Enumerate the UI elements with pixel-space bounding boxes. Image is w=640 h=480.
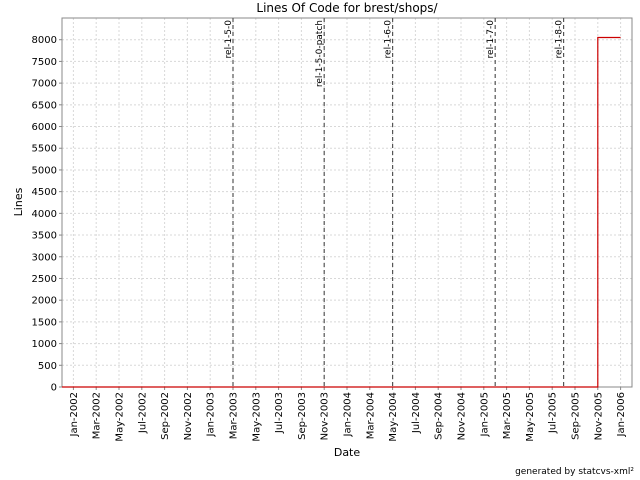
y-axis-label: Lines [12, 187, 25, 216]
x-axis-label: Date [334, 446, 361, 459]
y-tick-label: 1500 [32, 317, 57, 328]
data-line [62, 36, 621, 388]
x-tick-label: Jan-2004 [343, 392, 354, 437]
x-tick-label: Jan-2002 [69, 392, 80, 437]
x-tick-label: Jul-2005 [548, 392, 559, 434]
x-tick-label: Sep-2005 [571, 392, 582, 440]
y-tick-label: 1000 [32, 339, 57, 350]
x-tick-label: Jul-2003 [274, 392, 285, 434]
y-tick-label: 0 [51, 383, 57, 394]
y-tick-label: 4000 [32, 209, 57, 220]
x-tick-label: May-2002 [115, 392, 126, 442]
y-tick-label: 5500 [32, 144, 57, 155]
x-tick-label: Sep-2002 [160, 392, 171, 440]
x-tick-label: Sep-2003 [297, 392, 308, 440]
x-tick-label: May-2005 [525, 392, 536, 442]
x-tick-label: Sep-2004 [434, 392, 445, 440]
y-tick-label: 6500 [32, 100, 57, 111]
x-tick-label: Nov-2003 [320, 392, 331, 440]
x-tick-label: Jan-2006 [616, 392, 627, 437]
x-tick-label: Jan-2005 [479, 392, 490, 437]
y-tick-label: 4500 [32, 187, 57, 198]
y-tick-label: 3000 [32, 252, 57, 263]
y-tick-label: 2000 [32, 296, 57, 307]
x-tick-label: May-2004 [388, 392, 399, 442]
x-tick-label: Mar-2005 [502, 392, 513, 439]
x-tick-label: Nov-2004 [457, 392, 468, 440]
x-tick-label: Jan-2003 [206, 392, 217, 437]
y-tick-label: 7000 [32, 79, 57, 90]
y-tick-label: 5000 [32, 165, 57, 176]
release-label: rel-1-7-0 [486, 20, 496, 59]
release-label: rel-1-5-0-patch [315, 20, 325, 87]
y-tick-label: 8000 [32, 35, 57, 46]
y-tick-label: 3500 [32, 231, 57, 242]
x-tick-label: May-2003 [251, 392, 262, 442]
release-label: rel-1-5-0 [224, 20, 234, 59]
x-tick-label: Mar-2002 [92, 392, 103, 439]
release-label: rel-1-6-0 [384, 20, 394, 59]
release-label: rel-1-8-0 [555, 20, 565, 59]
y-tick-label: 500 [38, 361, 57, 372]
y-tick-label: 7500 [32, 57, 57, 68]
x-tick-label: Mar-2003 [229, 392, 240, 439]
y-tick-label: 6000 [32, 122, 57, 133]
chart-title: Lines Of Code for brest/shops/ [256, 1, 438, 15]
x-tick-label: Mar-2004 [365, 392, 376, 439]
x-tick-label: Nov-2002 [183, 392, 194, 440]
x-tick-label: Jul-2004 [411, 392, 422, 434]
footer: generated by statcvs-xml² [515, 467, 634, 477]
x-tick-label: Nov-2005 [593, 392, 604, 440]
x-tick-label: Jul-2002 [137, 392, 148, 434]
y-tick-label: 2500 [32, 274, 57, 285]
